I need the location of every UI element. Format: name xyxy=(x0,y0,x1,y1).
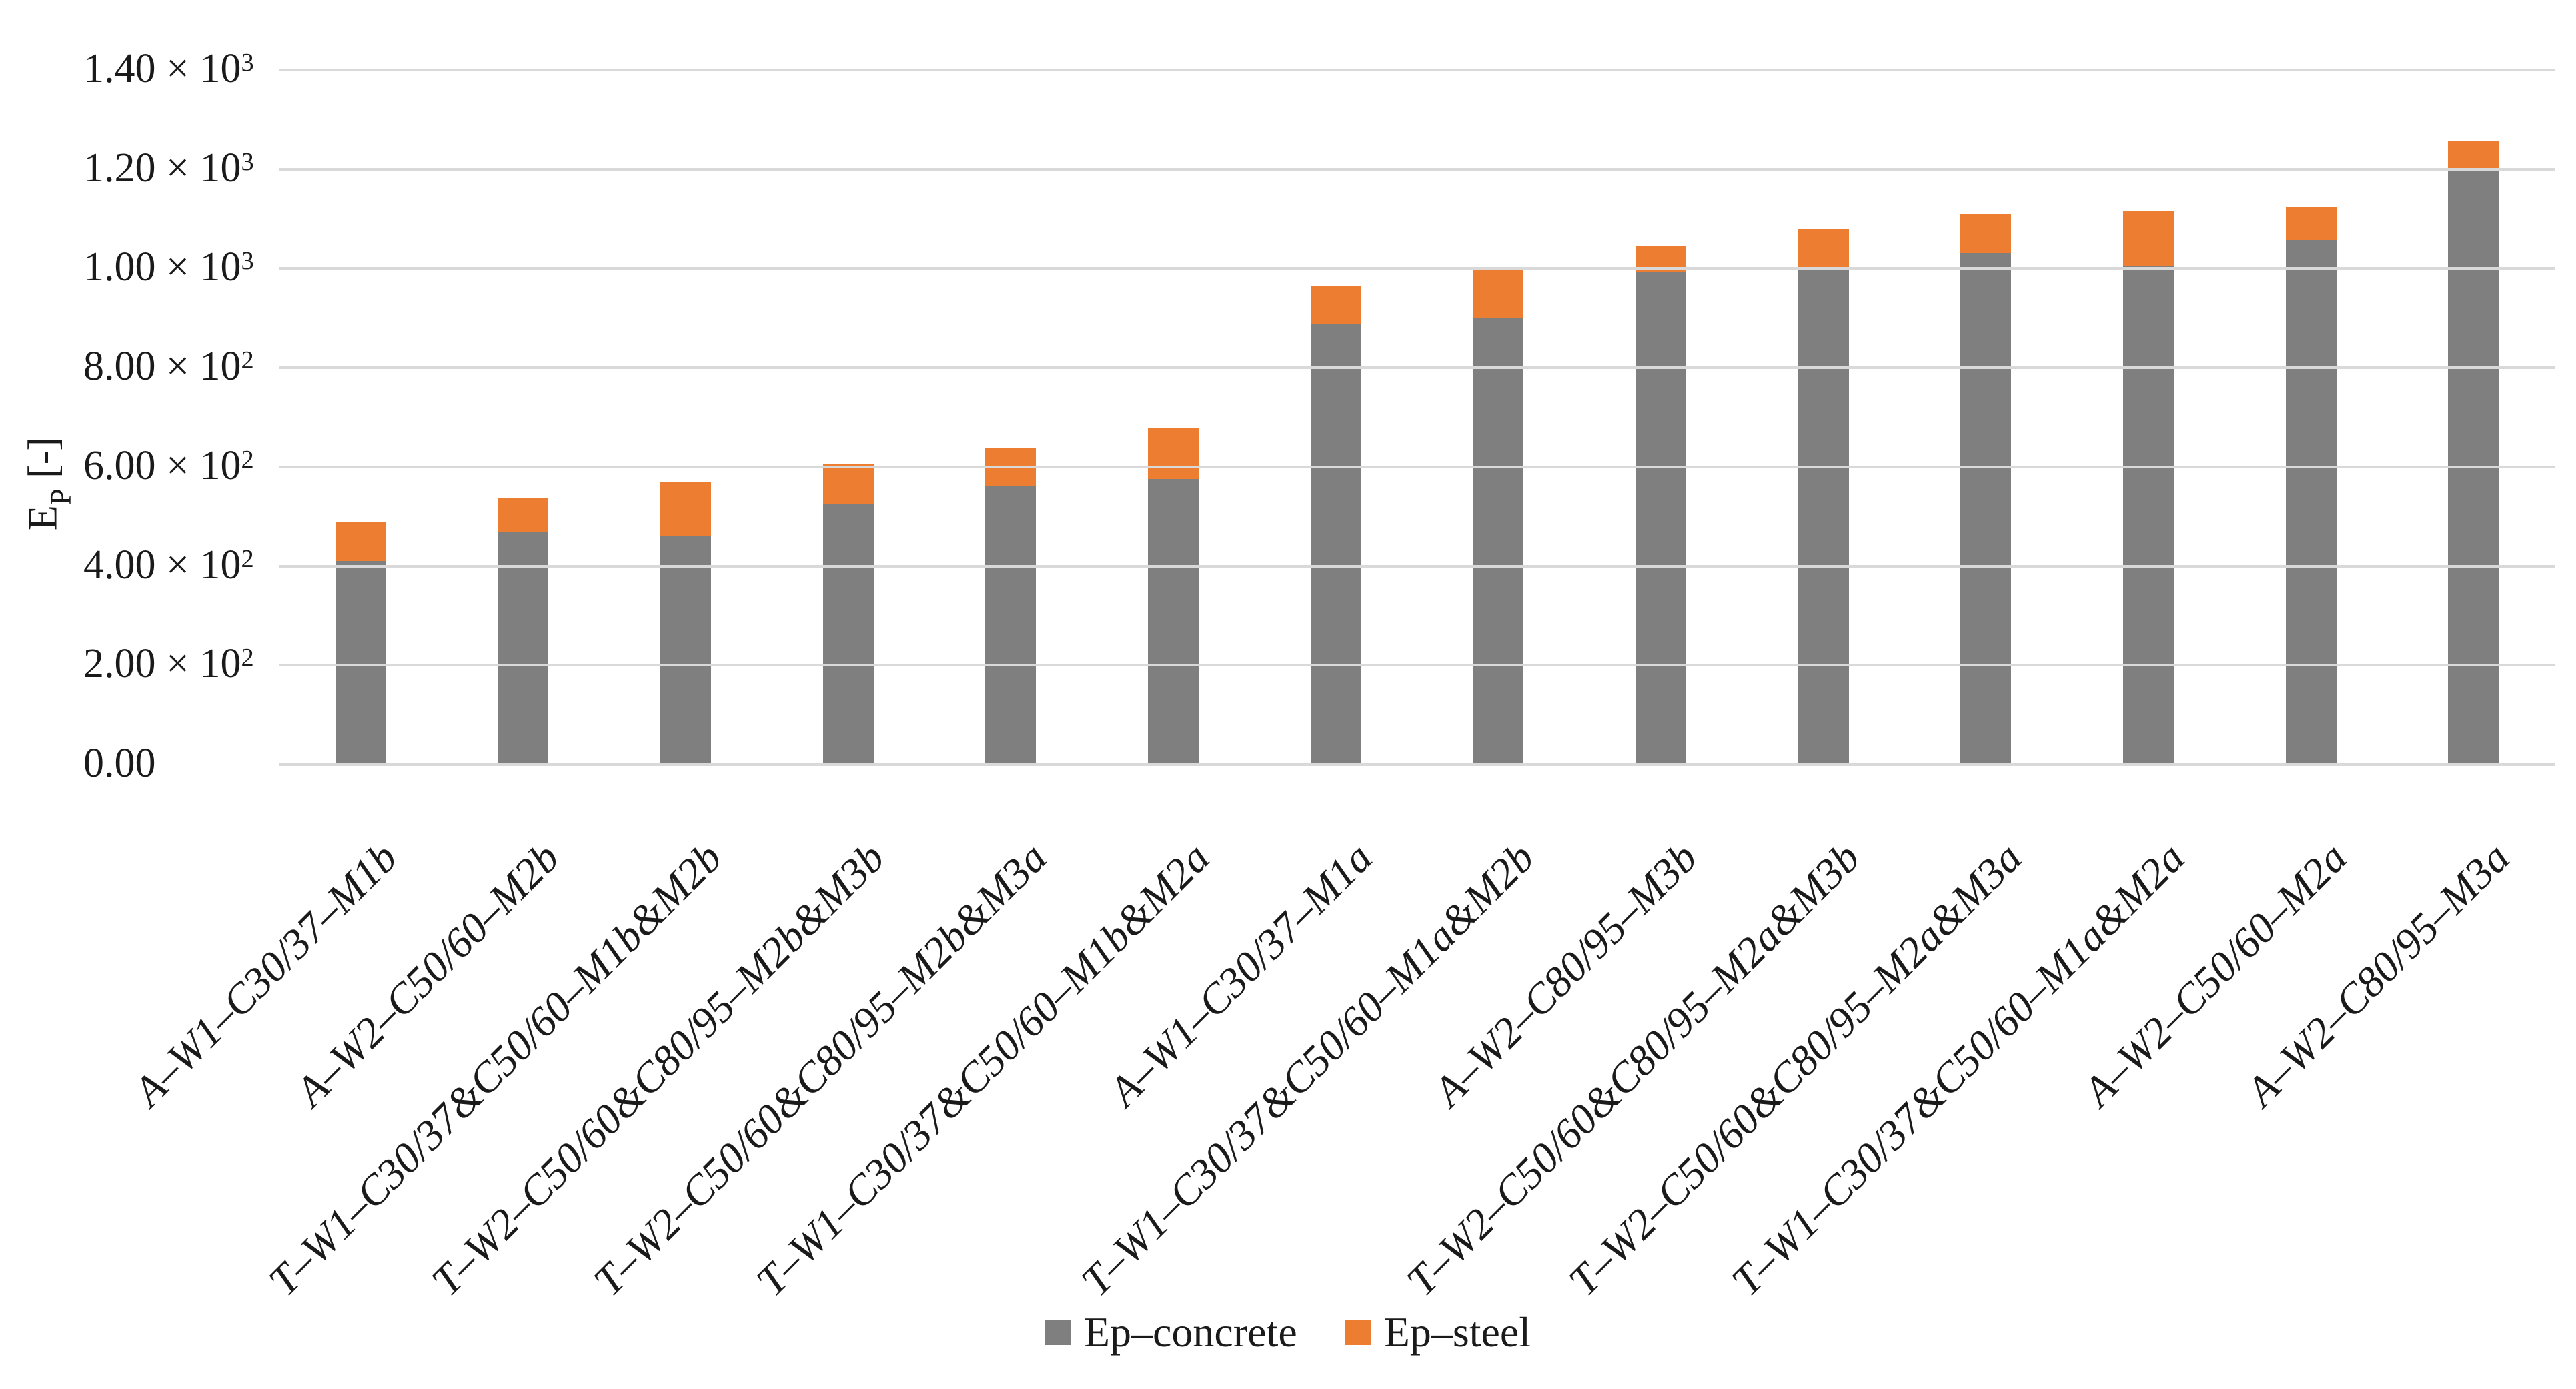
legend: Ep–concrete Ep–steel xyxy=(0,1309,2576,1356)
gridline xyxy=(279,267,2555,270)
legend-label-concrete: Ep–concrete xyxy=(1083,1308,1297,1356)
y-tick-mantissa: 0.00 xyxy=(83,741,156,786)
y-axis-title-base: E xyxy=(20,505,66,531)
bar-segment-steel xyxy=(1310,286,1361,324)
y-tick-exponent: 2 xyxy=(241,544,254,573)
y-tick-label: 1.40 × 103 xyxy=(83,47,254,91)
bar-segment-steel xyxy=(2448,140,2499,169)
bar-segment-concrete xyxy=(498,532,549,765)
y-tick-label: 1.00 × 103 xyxy=(83,245,254,289)
bar-segment-concrete xyxy=(335,561,386,765)
legend-marker-steel xyxy=(1345,1320,1371,1345)
legend-label-steel: Ep–steel xyxy=(1383,1308,1531,1356)
y-axis-title: EP [-] xyxy=(20,436,77,531)
y-tick-exponent: 2 xyxy=(241,445,254,474)
bar-segment-concrete xyxy=(985,486,1037,765)
y-tick-exponent: 3 xyxy=(241,48,254,77)
bar-segment-steel xyxy=(498,497,549,532)
bar-segment-concrete xyxy=(1473,318,1524,765)
legend-marker-concrete xyxy=(1045,1320,1071,1345)
y-tick-mantissa: 1.40 × 10 xyxy=(83,46,241,91)
y-tick-label: 2.00 × 102 xyxy=(83,642,254,686)
bar-segment-steel xyxy=(1148,428,1199,480)
gridline xyxy=(279,763,2555,766)
y-tick-mantissa: 8.00 × 10 xyxy=(83,344,241,390)
y-tick-mantissa: 1.00 × 10 xyxy=(83,244,241,290)
gridline xyxy=(279,167,2555,171)
legend-item-concrete: Ep–concrete xyxy=(1045,1309,1297,1356)
bar-segment-steel xyxy=(822,463,874,504)
bar-segment-concrete xyxy=(1310,324,1361,765)
gridline xyxy=(279,69,2555,71)
y-axis-title-unit: [-] xyxy=(20,436,66,489)
y-tick-label: 6.00 × 102 xyxy=(83,444,254,488)
bar-segment-concrete xyxy=(2122,265,2174,765)
bar-segment-concrete xyxy=(660,536,712,765)
bar-segment-concrete xyxy=(1148,479,1199,765)
x-category-label: A–W1–C30/37–M1b xyxy=(124,833,406,1115)
y-tick-label: 4.00 × 102 xyxy=(83,543,254,587)
bar-segment-concrete xyxy=(1798,270,1849,765)
bar-segment-concrete xyxy=(1960,253,2012,765)
y-tick-exponent: 2 xyxy=(241,644,254,672)
gridline xyxy=(279,564,2555,568)
bar-segment-steel xyxy=(2122,211,2174,266)
bar-segment-steel xyxy=(1798,229,1849,271)
gridline xyxy=(279,366,2555,370)
bar-segment-steel xyxy=(660,482,712,536)
y-tick-mantissa: 1.20 × 10 xyxy=(83,145,241,191)
bar-segment-steel xyxy=(1473,267,1524,318)
bar-segment-concrete xyxy=(1635,272,1686,765)
bar-segment-concrete xyxy=(822,504,874,765)
y-tick-exponent: 3 xyxy=(241,147,254,176)
bar-segment-concrete xyxy=(2285,240,2337,765)
y-tick-mantissa: 2.00 × 10 xyxy=(83,641,241,687)
y-tick-exponent: 2 xyxy=(241,346,254,375)
legend-item-steel: Ep–steel xyxy=(1345,1309,1531,1356)
bar-segment-steel xyxy=(1960,214,2012,254)
gridline xyxy=(279,465,2555,468)
y-tick-mantissa: 6.00 × 10 xyxy=(83,442,241,488)
bar-segment-steel xyxy=(335,522,386,562)
y-tick-exponent: 3 xyxy=(241,247,254,276)
y-tick-label: 0.00 xyxy=(83,741,156,785)
y-tick-label: 1.20 × 103 xyxy=(83,146,254,190)
y-tick-mantissa: 4.00 × 10 xyxy=(83,542,241,588)
bar-segment-steel xyxy=(2285,207,2337,240)
y-axis-title-subscript: P xyxy=(43,488,77,506)
y-tick-label: 8.00 × 102 xyxy=(83,344,254,388)
plot-area xyxy=(279,70,2555,765)
gridline xyxy=(279,664,2555,667)
